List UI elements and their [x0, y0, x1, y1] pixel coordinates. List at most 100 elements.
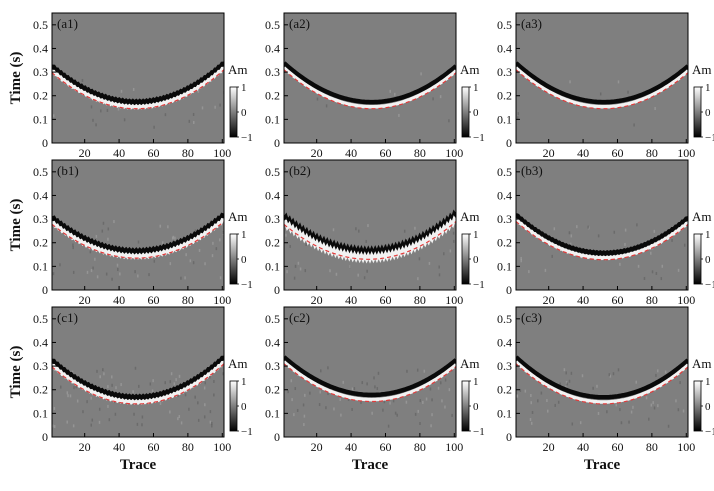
event-dark-lobe [284, 355, 456, 398]
x-tick-label: 80 [414, 146, 426, 160]
noise-mark [66, 420, 68, 424]
noise-mark [425, 397, 428, 401]
noise-mark [184, 276, 186, 280]
noise-mark [452, 231, 455, 235]
noise-mark [94, 257, 96, 261]
colorbar-tick-label: 1 [241, 82, 247, 94]
colorbar-tick-label: −1 [241, 132, 253, 144]
noise-mark [650, 251, 652, 255]
panel-frame [283, 12, 457, 144]
noise-mark [318, 403, 321, 407]
noise-mark [592, 386, 594, 390]
x-tick-label: 100 [213, 293, 231, 307]
colorbar-tick-label: 1 [473, 229, 479, 241]
noise-mark [643, 276, 646, 280]
noise-mark [570, 234, 573, 238]
panel-frame [283, 159, 457, 291]
event-dark-lobe [516, 355, 688, 400]
noise-mark [429, 387, 432, 391]
noise-mark [71, 370, 74, 374]
colorbar [693, 86, 702, 138]
x-tick-label: 100 [445, 293, 463, 307]
colorbar-tick-label: 0 [473, 254, 479, 266]
noise-mark [180, 276, 182, 280]
noise-mark [194, 229, 197, 233]
noise-mark [102, 221, 105, 225]
panel-a1: (a1) 0 0.1 0.2 0.3 0.4 0.5 20 40 60 80 100 Time (s) A… [8, 12, 253, 160]
noise-mark [529, 418, 532, 422]
noise-mark [366, 269, 368, 273]
noise-mark [117, 107, 120, 111]
noise-mark [174, 236, 176, 240]
x-tick-label: 60 [147, 293, 159, 307]
event-light-lobe [52, 217, 224, 260]
x-tick-label: 40 [345, 146, 357, 160]
colorbar [229, 233, 238, 285]
noise-mark [398, 113, 400, 117]
noise-mark [108, 418, 111, 422]
colorbar-label: Am [460, 62, 480, 77]
noise-mark [645, 396, 648, 400]
noise-mark [581, 374, 584, 378]
noise-mark [417, 409, 419, 413]
noise-mark [444, 405, 446, 409]
noise-mark [294, 264, 297, 268]
y-tick-label: 0 [506, 430, 512, 444]
reference-curve [52, 221, 224, 259]
noise-mark [624, 242, 626, 246]
event-light-lobe [284, 66, 456, 109]
x-tick-label: 20 [79, 146, 91, 160]
colorbar [229, 86, 238, 138]
x-tick-label: 60 [379, 440, 391, 454]
noise-mark [185, 253, 187, 257]
noise-mark [449, 249, 452, 253]
colorbar [461, 86, 470, 138]
x-tick-label: 40 [577, 293, 589, 307]
noise-mark [657, 404, 659, 408]
y-tick-label: 0.4 [265, 188, 280, 202]
noise-mark [138, 384, 140, 388]
x-tick-label: 60 [147, 440, 159, 454]
panel-frame [283, 306, 457, 438]
colorbar-tick-label: 0 [705, 107, 711, 119]
noise-mark [587, 225, 589, 229]
noise-mark [374, 385, 376, 389]
noise-mark [117, 268, 119, 272]
noise-mark [180, 421, 183, 425]
noise-mark [565, 371, 567, 375]
y-tick-label: 0.1 [265, 259, 280, 273]
noise-mark [192, 261, 195, 265]
panel-events [284, 209, 456, 281]
noise-mark [159, 224, 162, 228]
x-tick-label: 40 [113, 440, 125, 454]
noise-mark [569, 80, 571, 84]
y-tick-label: 0.5 [265, 312, 280, 326]
noise-mark [437, 386, 440, 390]
noise-mark [134, 366, 137, 370]
noise-mark [648, 417, 650, 421]
reference-curve [284, 69, 456, 110]
noise-mark [111, 277, 113, 281]
noise-mark [123, 118, 126, 122]
noise-mark [637, 264, 640, 268]
noise-mark [624, 228, 627, 232]
y-axis-label: Time (s) [8, 346, 24, 399]
noise-mark [628, 420, 630, 424]
x-tick-label: 60 [611, 293, 623, 307]
colorbar-label: Am [692, 209, 712, 224]
noise-mark [213, 393, 215, 397]
noise-mark [361, 381, 364, 385]
noise-mark [530, 401, 533, 405]
noise-mark [675, 399, 677, 403]
noise-mark [566, 382, 569, 386]
y-tick-label: 0.3 [497, 359, 512, 373]
noise-mark [303, 423, 305, 427]
noise-mark [419, 399, 422, 403]
y-tick-label: 0.1 [33, 259, 48, 273]
panel-events [516, 213, 688, 281]
noise-mark [636, 223, 638, 227]
panel-label: (b1) [57, 163, 79, 178]
noise-mark [423, 369, 426, 373]
noise-mark [197, 418, 200, 422]
noise-mark [194, 395, 196, 399]
